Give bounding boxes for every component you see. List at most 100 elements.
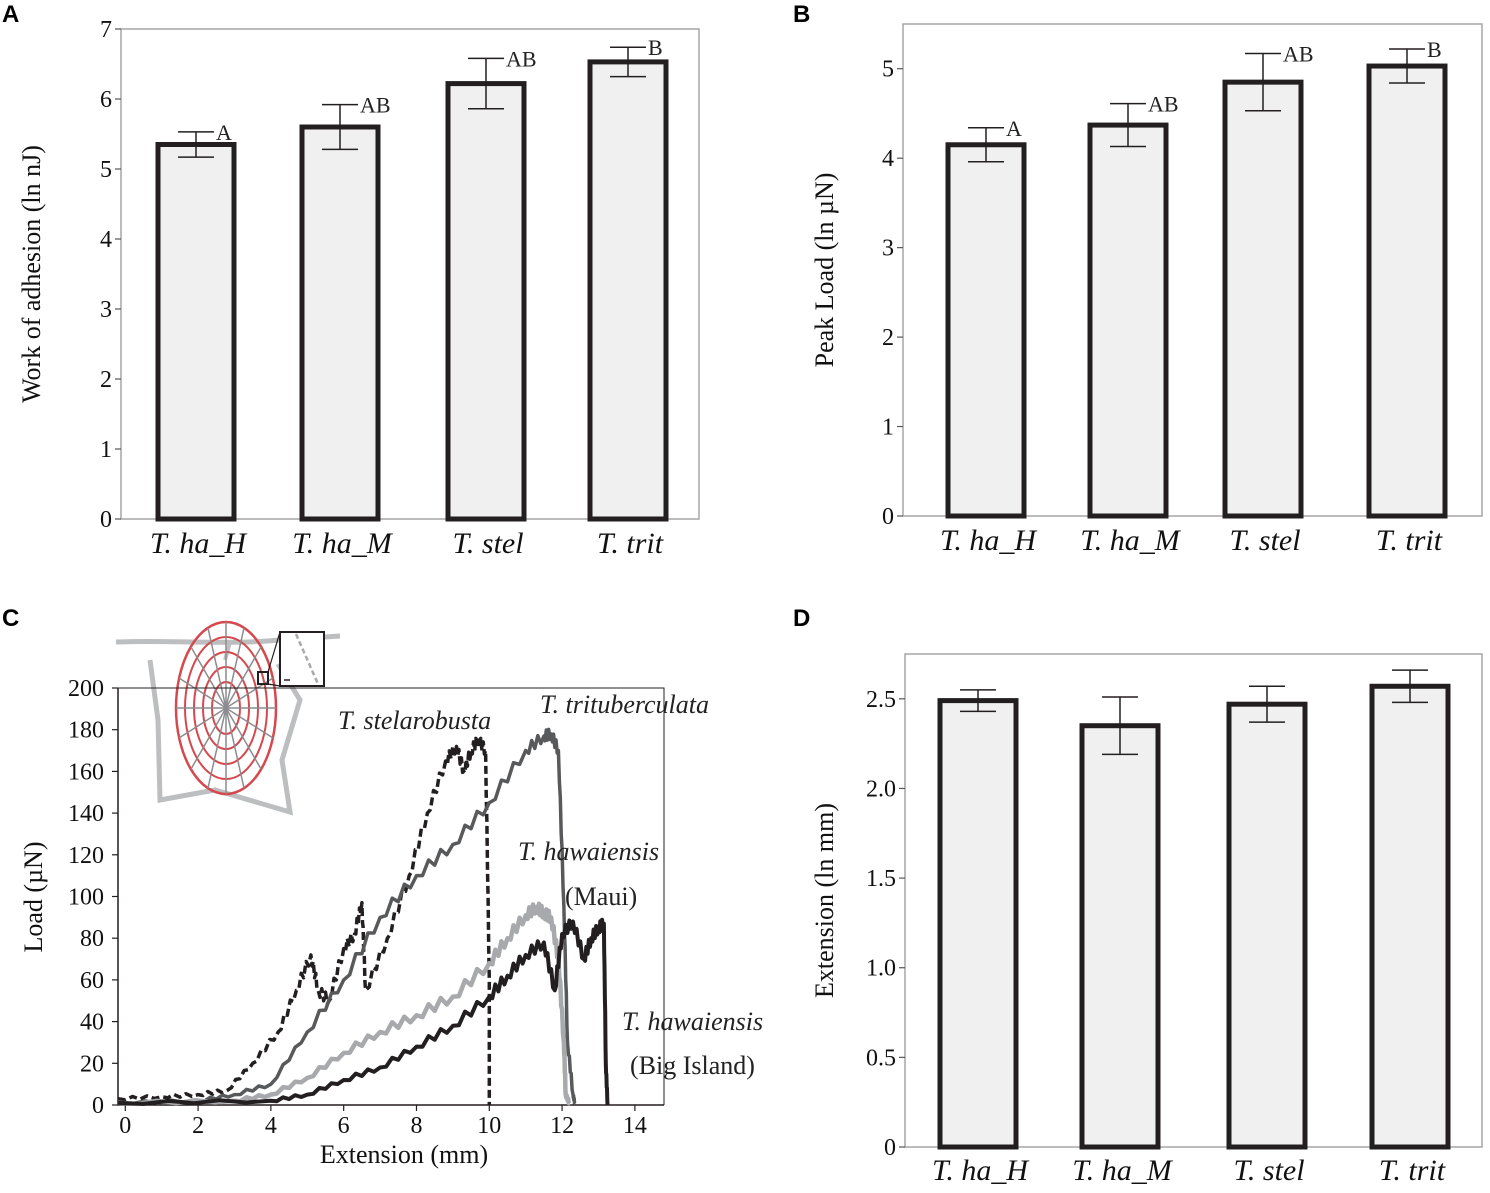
y-tick-label: 2 xyxy=(100,367,112,393)
y-tick-label: 120 xyxy=(68,843,104,869)
x-tick-label: 0 xyxy=(119,1113,131,1139)
series-line-t-hawaiensis-maui xyxy=(117,901,572,1107)
plot-frame xyxy=(902,23,1483,517)
significance-letter: A xyxy=(216,120,232,145)
chart-c-load-extension: 0 20 40 60 80 100 120 140 160 180 200 0 2 4 6 8 10 12 14 Ex… xyxy=(19,620,763,1169)
y-tick-label: 200 xyxy=(68,676,104,702)
significance-letter: A xyxy=(1006,116,1022,141)
y-axis-label: Work of adhesion (ln nJ) xyxy=(17,145,46,403)
y-tick-label: 20 xyxy=(80,1051,104,1077)
x-tick-label: 4 xyxy=(265,1113,277,1139)
series-label-big-island-location: (Big Island) xyxy=(630,1051,755,1080)
chart-a-work-of-adhesion: 0 1 2 3 4 5 6 7 Work of adhesion (ln nJ) A T. ha_H… xyxy=(17,17,700,560)
bar-t-trit xyxy=(1366,63,1448,519)
category-label-t-trit: T. trit xyxy=(597,527,664,560)
y-tick-label: 4 xyxy=(100,227,112,253)
bar-t-stel xyxy=(1226,701,1308,1150)
x-tick-label: 12 xyxy=(550,1113,574,1139)
panel-label-c: C xyxy=(2,605,19,632)
y-tick-label: 1 xyxy=(100,437,112,463)
panel-label-d: D xyxy=(793,605,810,632)
category-label-t-stel: T. stel xyxy=(1233,1154,1304,1187)
bar-t-trit xyxy=(587,59,669,522)
significance-letter: AB xyxy=(506,46,537,71)
y-tick-label: 6 xyxy=(100,87,112,113)
y-tick-label: 2 xyxy=(882,325,894,351)
category-label-t-trit: T. trit xyxy=(1379,1154,1446,1187)
plot-frame xyxy=(120,28,700,520)
y-tick-label: 4 xyxy=(882,146,894,172)
x-tick-label: 2 xyxy=(192,1113,204,1139)
y-tick-label: 3 xyxy=(882,236,894,262)
y-tick-label: 2.5 xyxy=(866,687,896,713)
y-axis-label: Peak Load (ln µN) xyxy=(810,173,839,368)
y-tick-label: 60 xyxy=(80,968,104,994)
category-label-t-stel: T. stel xyxy=(452,527,523,560)
y-tick-label: 0 xyxy=(92,1093,104,1119)
x-tick-label: 10 xyxy=(477,1113,501,1139)
y-tick-label: 5 xyxy=(882,57,894,83)
bar-t-ha-m xyxy=(1079,723,1161,1150)
y-axis-label: Load (µN) xyxy=(19,842,48,953)
significance-letter: AB xyxy=(1283,42,1314,67)
y-tick-label: 5 xyxy=(100,157,112,183)
x-tick-label: 8 xyxy=(410,1113,422,1139)
bar-t-trit xyxy=(1369,683,1451,1150)
bar-t-ha-h xyxy=(937,698,1019,1150)
series-label-stelarobusta: T. stelarobusta xyxy=(338,706,491,735)
category-label-t-stel: T. stel xyxy=(1229,524,1300,557)
y-tick-label: 160 xyxy=(68,759,104,785)
axes-frame xyxy=(118,687,665,1105)
series-line-t-stelarobusta xyxy=(117,736,492,1105)
y-tick-label: 0.5 xyxy=(866,1045,896,1071)
series-label-maui-location: (Maui) xyxy=(565,882,637,911)
y-tick-label: 140 xyxy=(68,801,104,827)
category-label-t-ha-m: T. ha_M xyxy=(292,527,393,560)
x-axis-label: Extension (mm) xyxy=(320,1140,488,1169)
x-tick-label: 14 xyxy=(623,1113,647,1139)
web-inset-illustration xyxy=(115,620,341,816)
category-label-t-ha-m: T. ha_M xyxy=(1080,524,1181,557)
category-label-t-ha-h: T. ha_H xyxy=(150,527,248,560)
y-tick-label: 100 xyxy=(68,885,104,911)
y-axis-label: Extension (ln mm) xyxy=(810,803,839,998)
y-tick-label: 40 xyxy=(80,1010,104,1036)
category-label-t-ha-h: T. ha_H xyxy=(932,1154,1030,1187)
category-label-t-trit: T. trit xyxy=(1376,524,1443,557)
significance-letter: AB xyxy=(1148,92,1179,117)
series-label-big-island-name: T. hawaiensis xyxy=(622,1007,763,1036)
series-label-maui-name: T. hawaiensis xyxy=(518,837,659,866)
series-line-t-tritubercluata xyxy=(117,727,577,1106)
bar-t-ha-m xyxy=(1087,122,1169,519)
y-tick-label: 1.0 xyxy=(866,956,896,982)
significance-letter: AB xyxy=(360,93,391,118)
y-tick-label: 1 xyxy=(882,415,894,441)
y-tick-label: 3 xyxy=(100,297,112,323)
category-label-t-ha-m: T. ha_M xyxy=(1072,1154,1173,1187)
bar-t-ha-h xyxy=(945,142,1027,519)
series-line-t-hawaiensis-big-island xyxy=(117,917,610,1106)
bar-t-ha-h xyxy=(155,142,237,522)
y-tick-label: 7 xyxy=(100,17,112,43)
y-tick-label: 0 xyxy=(884,1135,896,1161)
category-label-t-ha-h: T. ha_H xyxy=(940,524,1038,557)
y-tick-label: 80 xyxy=(80,926,104,952)
bar-t-stel xyxy=(1222,79,1304,519)
bar-t-ha-m xyxy=(299,124,381,522)
x-tick-label: 6 xyxy=(338,1113,350,1139)
y-tick-label: 2.0 xyxy=(866,776,896,802)
y-tick-label: 1.5 xyxy=(866,866,896,892)
y-tick-label: 0 xyxy=(100,507,112,533)
y-tick-label: 180 xyxy=(68,718,104,744)
significance-letter: B xyxy=(648,35,663,60)
chart-b-peak-load: 0 1 2 3 4 5 Peak Load (ln µN) A T. ha_H AB T. ha_M… xyxy=(810,23,1483,557)
plot-frame xyxy=(904,653,1483,1148)
significance-letter: B xyxy=(1427,37,1442,62)
series-label-trituberculata: T. trituberculata xyxy=(540,690,709,719)
y-tick-label: 0 xyxy=(882,504,894,530)
panel-label-b: B xyxy=(793,1,810,28)
chart-d-extension: 0 0.5 1.0 1.5 2.0 2.5 Extension (ln mm) T. ha_H… xyxy=(810,653,1483,1187)
bar-t-stel xyxy=(445,81,527,522)
panel-label-a: A xyxy=(2,1,19,28)
